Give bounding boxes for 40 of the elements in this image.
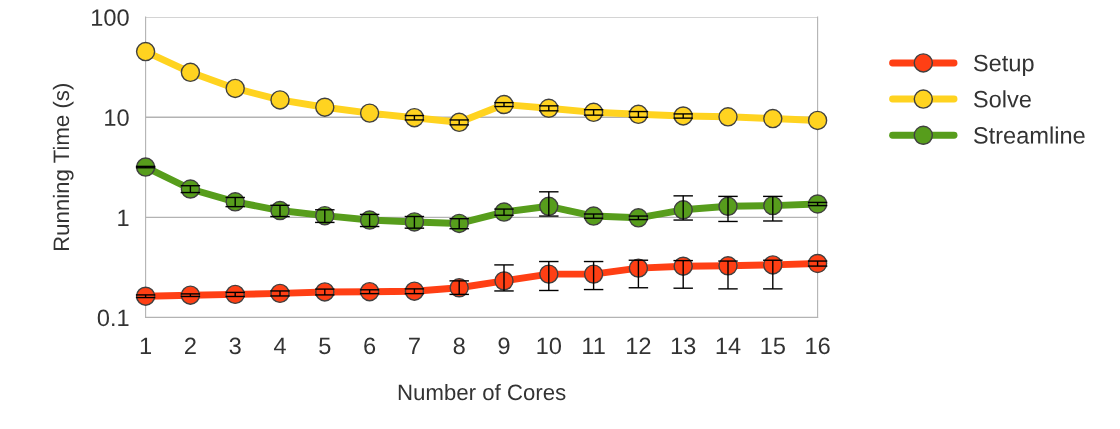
- x-tick-label: 4: [273, 337, 286, 355]
- point: [270, 90, 290, 110]
- x-tick-label: 1: [140, 337, 152, 355]
- point: [180, 62, 201, 83]
- y-tick-label: 0.1: [97, 309, 129, 327]
- point: [718, 107, 738, 127]
- legend-label: Streamline: [973, 126, 1085, 144]
- x-tick-label: 9: [498, 337, 510, 355]
- legend-label: Setup: [973, 54, 1034, 77]
- x-tick-label: 15: [761, 337, 785, 355]
- point: [807, 110, 828, 131]
- point: [539, 196, 559, 217]
- legend-label: Solve: [973, 90, 1031, 108]
- y-tick-label: 100: [92, 9, 129, 26]
- point: [628, 258, 649, 278]
- x-tick-label: 3: [229, 337, 241, 355]
- point: [763, 108, 783, 129]
- x-tick-label: 8: [453, 337, 465, 355]
- point: [763, 195, 783, 216]
- x-tick-label: 12: [627, 337, 651, 355]
- point: [583, 264, 604, 284]
- y-axis-title: Running Time (s): [52, 84, 74, 251]
- point: [359, 103, 380, 123]
- x-tick-label: 7: [409, 337, 420, 355]
- x-tick-label: 2: [185, 337, 196, 355]
- x-tick-label: 5: [319, 337, 331, 355]
- point: [315, 97, 335, 117]
- x-tick-label: 6: [364, 337, 376, 355]
- point: [135, 41, 156, 62]
- x-tick-label: 14: [716, 337, 741, 355]
- x-axis-title: Number of Cores: [398, 383, 566, 401]
- x-tick-label: 13: [671, 337, 696, 355]
- x-tick-label: 16: [806, 337, 830, 355]
- point: [673, 200, 693, 220]
- x-tick-label: 11: [583, 337, 605, 355]
- x-tick-label: 10: [537, 337, 562, 355]
- point: [225, 78, 245, 99]
- point: [539, 264, 559, 284]
- y-tick-label: 10: [105, 109, 129, 127]
- y-tick-label: 1: [118, 209, 129, 226]
